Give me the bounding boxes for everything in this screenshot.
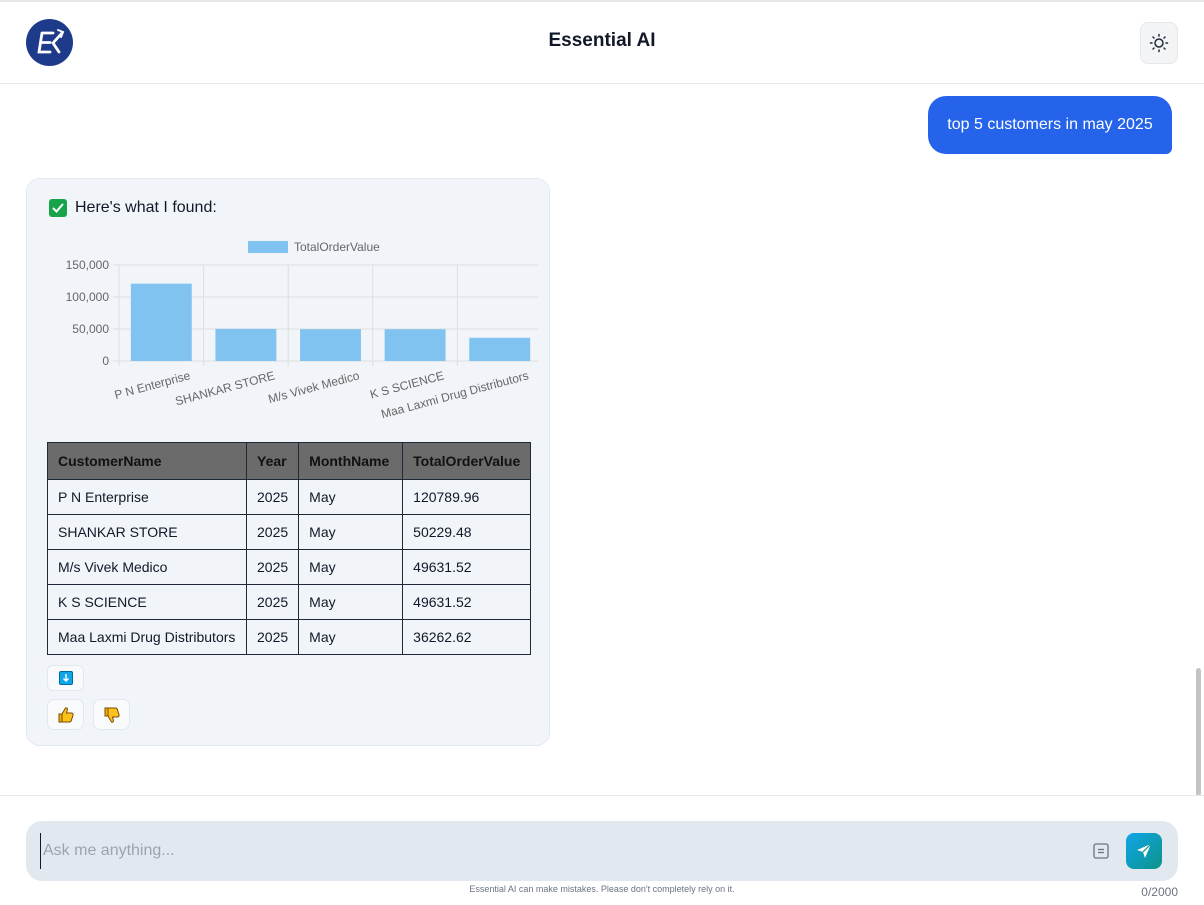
header-customer-name[interactable]: CustomerName <box>47 442 247 480</box>
cell-customer-name: M/s Vivek Medico <box>47 549 247 585</box>
window-top-border <box>0 0 1204 2</box>
bar-chart: TotalOrderValue 150,000 100,000 50,000 0 P N … <box>39 234 543 434</box>
send-icon <box>1137 843 1152 858</box>
user-message-bubble: top 5 customers in may 2025 <box>928 96 1172 154</box>
cell-month-name: May <box>298 584 404 620</box>
header-month-name[interactable]: MonthName <box>298 442 404 480</box>
thumbs-down-icon <box>104 707 120 723</box>
assistant-message-card: Here's what I found: TotalOrderValue 150,… <box>26 178 550 746</box>
thumbs-up-icon <box>58 706 74 722</box>
table-header-row: CustomerName Year MonthName TotalOrderVa… <box>47 442 532 480</box>
bar <box>215 328 277 361</box>
legend-swatch <box>248 241 288 253</box>
header-total-order-value[interactable]: TotalOrderValue <box>402 442 532 480</box>
thumbs-down-button[interactable] <box>93 699 130 730</box>
disclaimer-text: Essential AI can make mistakes. Please d… <box>469 884 735 894</box>
app-logo[interactable] <box>26 19 73 66</box>
page-title: Essential AI <box>548 30 656 51</box>
document-icon[interactable] <box>1092 842 1110 860</box>
cell-total-order-value: 49631.52 <box>402 584 532 620</box>
cell-month-name: May <box>298 619 404 655</box>
header-year[interactable]: Year <box>245 442 300 480</box>
y-tick-label: 50,000 <box>72 322 109 336</box>
char-counter: 0/2000 <box>1141 885 1178 899</box>
assistant-intro-text: Here's what I found: <box>75 199 217 216</box>
composer-box <box>26 821 1178 881</box>
download-icon <box>58 671 73 685</box>
cell-total-order-value: 50229.48 <box>402 514 532 550</box>
x-tick-label: Maa Laxmi Drug Distributors <box>380 368 530 421</box>
cell-customer-name: P N Enterprise <box>47 479 247 515</box>
cell-customer-name: Maa Laxmi Drug Distributors <box>47 619 247 655</box>
cell-year: 2025 <box>245 549 300 585</box>
bar <box>300 329 361 361</box>
cell-month-name: May <box>298 479 404 515</box>
composer-area: Essential AI can make mistakes. Please d… <box>0 795 1204 905</box>
cell-year: 2025 <box>245 479 300 515</box>
cell-year: 2025 <box>245 514 300 550</box>
scrollbar-thumb[interactable] <box>1196 668 1201 796</box>
check-mark-icon <box>49 199 67 217</box>
y-tick-label: 0 <box>102 354 109 368</box>
results-table: CustomerName Year MonthName TotalOrderVa… <box>47 442 532 655</box>
table-row: M/s Vivek Medico 2025 May 49631.52 <box>47 549 532 585</box>
cell-total-order-value: 49631.52 <box>402 549 532 585</box>
table-row: SHANKAR STORE 2025 May 50229.48 <box>47 514 532 550</box>
bar <box>130 283 192 361</box>
y-tick-label: 100,000 <box>66 290 110 304</box>
cell-total-order-value: 120789.96 <box>402 479 532 515</box>
cell-total-order-value: 36262.62 <box>402 619 532 655</box>
theme-toggle-button[interactable] <box>1140 22 1178 64</box>
assistant-intro: Here's what I found: <box>49 199 217 217</box>
cell-month-name: May <box>298 549 404 585</box>
logo-mark <box>37 29 65 54</box>
table-row: P N Enterprise 2025 May 120789.96 <box>47 479 532 515</box>
download-button[interactable] <box>47 665 84 691</box>
bar <box>469 337 531 361</box>
cell-year: 2025 <box>245 619 300 655</box>
cell-customer-name: SHANKAR STORE <box>47 514 247 550</box>
send-button[interactable] <box>1126 833 1162 869</box>
chat-input[interactable] <box>40 833 1080 869</box>
table-row: K S SCIENCE 2025 May 49631.52 <box>47 584 532 620</box>
thumbs-up-button[interactable] <box>47 699 84 730</box>
sun-icon <box>1149 33 1169 53</box>
table-row: Maa Laxmi Drug Distributors 2025 May 362… <box>47 619 532 655</box>
cell-customer-name: K S SCIENCE <box>47 584 247 620</box>
x-tick-label: M/s Vivek Medico <box>267 368 362 406</box>
y-tick-label: 150,000 <box>66 258 110 272</box>
legend-label: TotalOrderValue <box>294 240 380 254</box>
cell-month-name: May <box>298 514 404 550</box>
cell-year: 2025 <box>245 584 300 620</box>
bar <box>384 329 446 361</box>
app-header: Essential AI <box>0 2 1204 84</box>
